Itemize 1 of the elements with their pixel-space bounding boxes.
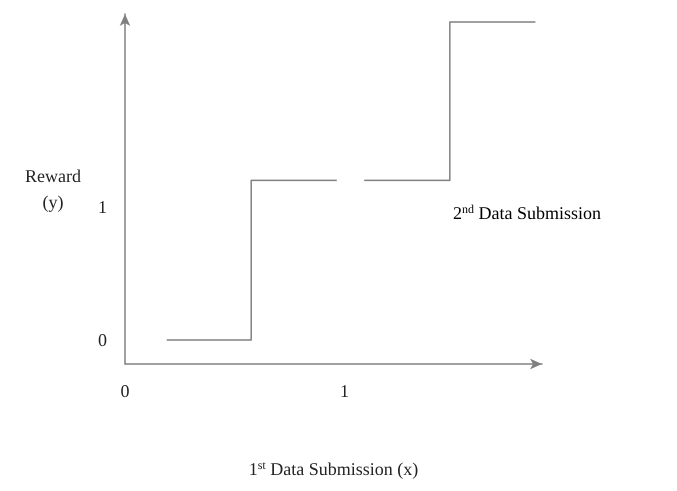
y-axis-title: Reward (y)	[25, 166, 81, 212]
